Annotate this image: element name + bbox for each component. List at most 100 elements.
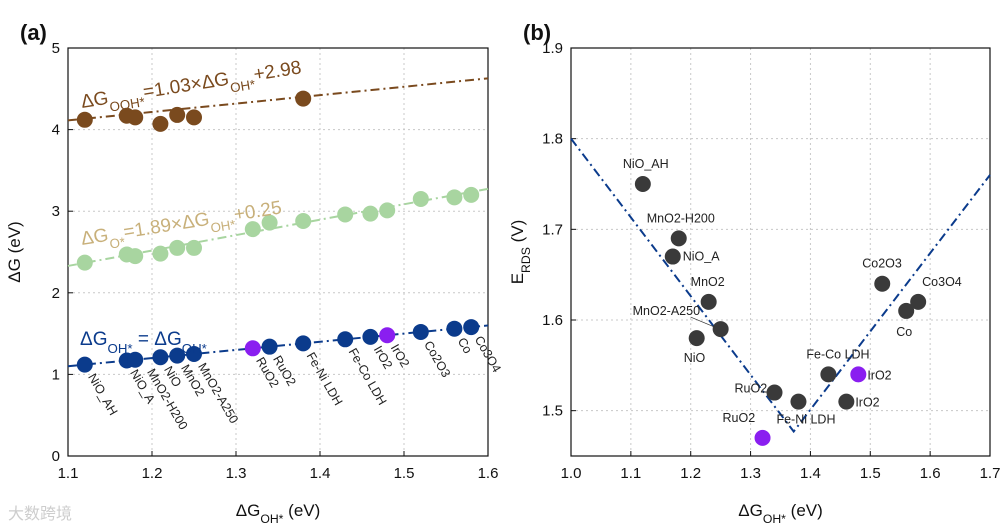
subscript: OOH* bbox=[108, 94, 145, 114]
data-point-O* bbox=[337, 206, 354, 223]
data-point bbox=[700, 293, 717, 310]
y-tick-label: 3 bbox=[52, 203, 60, 220]
y-tick-label: 2 bbox=[52, 285, 60, 302]
text-part: ΔG bbox=[80, 329, 107, 350]
x-tick-label: 1.1 bbox=[58, 465, 79, 482]
data-point-O* bbox=[169, 239, 186, 256]
data-point-O* bbox=[76, 254, 93, 271]
data-point-O* bbox=[295, 212, 312, 229]
data-point-OOH* bbox=[76, 111, 93, 128]
point-label: NiO bbox=[684, 351, 706, 365]
data-point-OH* bbox=[169, 347, 186, 364]
data-point-OH* bbox=[76, 356, 93, 373]
data-point-O* bbox=[261, 214, 278, 231]
point-label: Fe-Co LDH bbox=[806, 347, 869, 361]
subscript: OH* bbox=[107, 341, 132, 356]
y-tick-label: 1.9 bbox=[542, 40, 563, 57]
x-tick-label: 1.3 bbox=[740, 465, 761, 482]
data-point-OH* bbox=[412, 323, 429, 340]
data-point-OOH* bbox=[152, 115, 169, 132]
data-point-O* bbox=[362, 205, 379, 222]
text-part: (eV) bbox=[786, 501, 823, 520]
x-axis-label: ΔGOH* (eV) bbox=[738, 501, 823, 526]
y-tick-label: 0 bbox=[52, 448, 60, 465]
subscript: OH* bbox=[229, 76, 256, 95]
panel-label: (b) bbox=[523, 20, 551, 45]
text-part: ΔG bbox=[79, 225, 109, 250]
x-tick-label: 1.5 bbox=[394, 465, 415, 482]
y-tick-label: 1.8 bbox=[542, 131, 563, 148]
point-label: NiO_AH bbox=[623, 157, 669, 171]
point-label: NiO_A bbox=[683, 250, 720, 264]
data-point bbox=[850, 366, 867, 383]
data-point-OH* bbox=[337, 331, 354, 348]
text-part: (V) bbox=[508, 220, 527, 247]
point-label: RuO2 bbox=[735, 382, 768, 396]
point-label: MnO2-H200 bbox=[647, 211, 715, 225]
point-label: Co bbox=[455, 335, 475, 356]
text-part: ΔG bbox=[236, 501, 261, 520]
volcano-line bbox=[570, 138, 991, 434]
data-point-O* bbox=[244, 221, 261, 238]
data-point bbox=[820, 366, 837, 383]
data-point bbox=[664, 248, 681, 265]
x-tick-label: 1.7 bbox=[980, 465, 1001, 482]
data-point-O* bbox=[152, 245, 169, 262]
data-point bbox=[874, 275, 891, 292]
data-point bbox=[898, 302, 915, 319]
text-part: ΔG bbox=[79, 88, 109, 113]
point-label: Co2O3 bbox=[862, 257, 902, 271]
data-point-O* bbox=[186, 239, 202, 256]
x-tick-label: 1.2 bbox=[680, 465, 701, 482]
data-point-OOH* bbox=[127, 109, 144, 126]
y-axis-label: ΔG (eV) bbox=[5, 221, 24, 282]
data-point-OH* bbox=[463, 319, 480, 336]
x-tick-label: 1.5 bbox=[860, 465, 881, 482]
plot-frame bbox=[67, 47, 489, 457]
point-label: MnO2 bbox=[691, 275, 725, 289]
text-part: (eV) bbox=[283, 501, 320, 520]
equation-OOH*: ΔGOOH*=1.03×ΔGOH*+2.98 bbox=[79, 57, 303, 118]
data-point-OH* bbox=[261, 338, 278, 355]
data-point bbox=[688, 330, 705, 347]
data-point bbox=[838, 393, 855, 410]
data-point bbox=[712, 321, 729, 338]
data-point-O* bbox=[412, 190, 429, 207]
data-point-OH* bbox=[244, 340, 261, 357]
panel-label: (a) bbox=[20, 20, 47, 45]
data-point-OOH* bbox=[295, 90, 312, 107]
data-point bbox=[790, 393, 807, 410]
y-tick-label: 1.6 bbox=[542, 312, 563, 329]
y-tick-label: 1 bbox=[52, 366, 60, 383]
subscript: RDS bbox=[519, 247, 533, 273]
y-tick-label: 5 bbox=[52, 40, 60, 57]
data-point-O* bbox=[379, 202, 396, 219]
subscript: OH* bbox=[260, 512, 283, 526]
data-point bbox=[766, 384, 783, 401]
data-point bbox=[670, 230, 687, 247]
data-point bbox=[634, 176, 651, 192]
subscript: OH* bbox=[209, 216, 236, 235]
y-tick-label: 1.5 bbox=[542, 403, 563, 420]
y-tick-label: 1.7 bbox=[542, 221, 563, 238]
point-label: MnO2-A250 bbox=[633, 304, 700, 318]
data-point-OH* bbox=[446, 320, 463, 337]
data-point-OH* bbox=[362, 328, 379, 345]
data-point-OH* bbox=[295, 335, 312, 352]
data-point-OH* bbox=[186, 346, 202, 362]
subscript: OH* bbox=[182, 341, 207, 356]
data-point-O* bbox=[127, 248, 144, 265]
leader-line bbox=[690, 316, 715, 328]
text-part: E bbox=[508, 273, 527, 284]
subscript: OH* bbox=[763, 512, 786, 526]
x-tick-label: 1.3 bbox=[226, 465, 247, 482]
point-label: Co3O4 bbox=[922, 275, 962, 289]
x-tick-label: 1.0 bbox=[561, 465, 582, 482]
x-tick-label: 1.4 bbox=[800, 465, 821, 482]
x-tick-label: 1.6 bbox=[920, 465, 941, 482]
watermark: 大数跨境 bbox=[8, 504, 73, 523]
subscript: O* bbox=[108, 234, 126, 251]
data-point bbox=[754, 429, 771, 446]
x-tick-label: 1.2 bbox=[142, 465, 163, 482]
